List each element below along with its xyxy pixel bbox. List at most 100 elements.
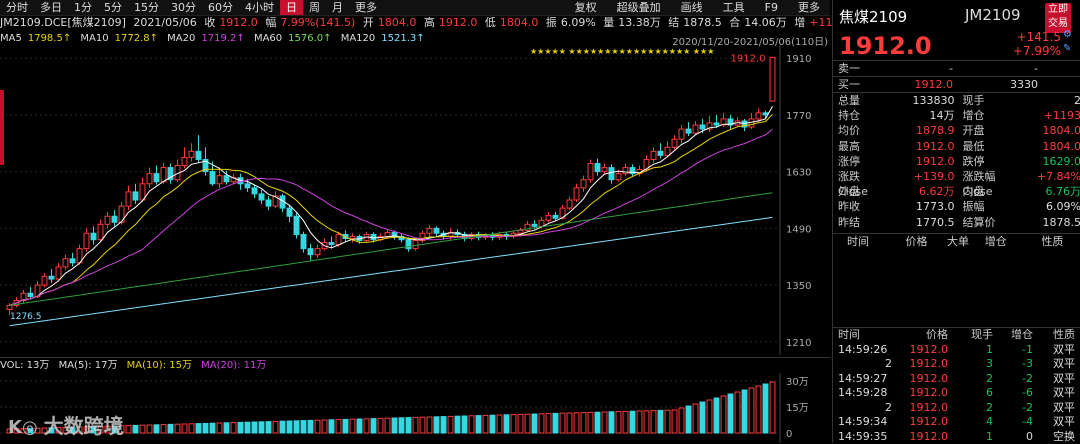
- volume-bar: [175, 424, 180, 433]
- close-label: 收: [204, 16, 215, 29]
- volume-bar: [574, 413, 579, 433]
- volume-bar: [588, 412, 593, 433]
- stat-value: 133830: [885, 93, 954, 108]
- range-label: 幅: [265, 16, 276, 29]
- volume-bar: [378, 418, 383, 433]
- stat-value: 1878.9: [885, 123, 954, 138]
- tick-cell: 14:59:28: [833, 386, 906, 401]
- column-header: 价格: [906, 234, 948, 250]
- price-change: +141.5 +7.99%: [983, 30, 1061, 58]
- edit-icon[interactable]: ✎: [1063, 42, 1077, 56]
- period-tab[interactable]: 多日: [34, 0, 68, 15]
- candle-body: [623, 168, 628, 174]
- candlestick-chart[interactable]: 1910177016301490135012101912.01276.5★★★★…: [0, 45, 830, 355]
- settle-label: 结: [668, 16, 679, 29]
- volume-bar: [665, 410, 670, 433]
- candle-body: [28, 293, 33, 296]
- settings-icon[interactable]: ⚙: [1063, 28, 1077, 42]
- volume-bar: [749, 388, 754, 433]
- tick-cell: 双平: [1033, 357, 1075, 372]
- period-tab[interactable]: 30分: [165, 0, 202, 15]
- volume-bar: [357, 419, 362, 433]
- stat-value: 6.62万: [885, 184, 954, 199]
- ma120-value: 1521.3↑: [381, 33, 424, 44]
- candle-body: [518, 230, 523, 233]
- candle-body: [651, 151, 656, 159]
- volume-bar: [763, 384, 768, 433]
- period-tab[interactable]: 分时: [0, 0, 34, 15]
- column-header: 性质: [1041, 234, 1080, 250]
- candle-body: [63, 259, 68, 267]
- ma60-label: MA60: [254, 33, 282, 44]
- volume-bar: [427, 417, 432, 433]
- volume-bar: [273, 421, 278, 433]
- volume-bar: [707, 400, 712, 433]
- panel-icons: ⚙✎: [1063, 28, 1077, 56]
- period-tab[interactable]: 日: [280, 0, 303, 15]
- stat-value: 14万: [885, 108, 954, 123]
- toolbar-button[interactable]: 工具: [713, 0, 755, 15]
- candle-body: [672, 139, 677, 147]
- candle-body: [665, 147, 670, 155]
- volume-bar: [679, 408, 684, 433]
- stat-value: 1804.0: [1010, 123, 1080, 138]
- range-value: 7.99%(141.5): [280, 16, 355, 29]
- toolbar-button[interactable]: 画线: [671, 0, 713, 15]
- volume-bar: [154, 425, 159, 433]
- volume-bar: [630, 411, 635, 433]
- high-value: 1912.0: [439, 16, 478, 29]
- volume-bar: [644, 411, 649, 433]
- period-tab[interactable]: 60分: [202, 0, 239, 15]
- volume-bar: [280, 421, 285, 433]
- candle-body: [770, 57, 775, 101]
- volume-bar: [658, 410, 663, 433]
- volume-bar: [595, 412, 600, 433]
- period-tab[interactable]: 月: [326, 0, 349, 15]
- period-tab[interactable]: 1分: [68, 0, 98, 15]
- stat-value: 1878.5: [1010, 215, 1080, 230]
- candle-body: [686, 129, 691, 133]
- tick-cell: 双平: [1033, 415, 1075, 430]
- toolbar-button[interactable]: 复权: [565, 0, 607, 15]
- volume-bar: [350, 419, 355, 433]
- buy1-label: 买一: [833, 77, 888, 92]
- tick-cell: 1: [948, 430, 993, 444]
- buy1-row: 买一 1912.0 3330: [833, 76, 1080, 92]
- candle-body: [413, 241, 418, 249]
- volume-bar: [602, 412, 607, 433]
- big-order-header: 时间价格大单增仓性质: [833, 233, 1080, 250]
- volume-bar: [406, 418, 411, 433]
- tick-cell: 1912.0: [906, 372, 948, 387]
- volume-bar: [245, 422, 250, 433]
- y-tick-label: 1910: [786, 54, 811, 65]
- sell1-price: -: [888, 61, 953, 76]
- ma20-value: 1719.2↑: [201, 33, 244, 44]
- volume-bar: [567, 413, 572, 433]
- candle-body: [49, 276, 54, 279]
- column-header: 增仓: [985, 234, 1042, 250]
- candle-body: [133, 192, 138, 200]
- toolbar-button[interactable]: 超级叠加: [607, 0, 671, 15]
- y-tick-label: 1490: [786, 224, 811, 235]
- volume-bar: [385, 418, 390, 433]
- volume-bar: [581, 413, 586, 433]
- period-tab[interactable]: 5分: [98, 0, 128, 15]
- tick-cell: 双平: [1033, 401, 1075, 416]
- candle-body: [595, 164, 600, 172]
- toolbar-button[interactable]: F9: [755, 0, 788, 15]
- toolbar-button[interactable]: 更多: [788, 0, 830, 15]
- tick-cell: 1912.0: [906, 386, 948, 401]
- period-tab[interactable]: 更多: [349, 0, 383, 15]
- period-tab[interactable]: 15分: [128, 0, 165, 15]
- tick-cell: 双平: [1033, 343, 1075, 358]
- candle-body: [84, 233, 89, 248]
- buy1-price: 1912.0: [888, 77, 953, 92]
- period-tab[interactable]: 4小时: [239, 0, 280, 15]
- period-tab[interactable]: 周: [303, 0, 326, 15]
- tick-cell: 14:59:27: [833, 372, 906, 387]
- stat-value: +1193: [1010, 108, 1080, 123]
